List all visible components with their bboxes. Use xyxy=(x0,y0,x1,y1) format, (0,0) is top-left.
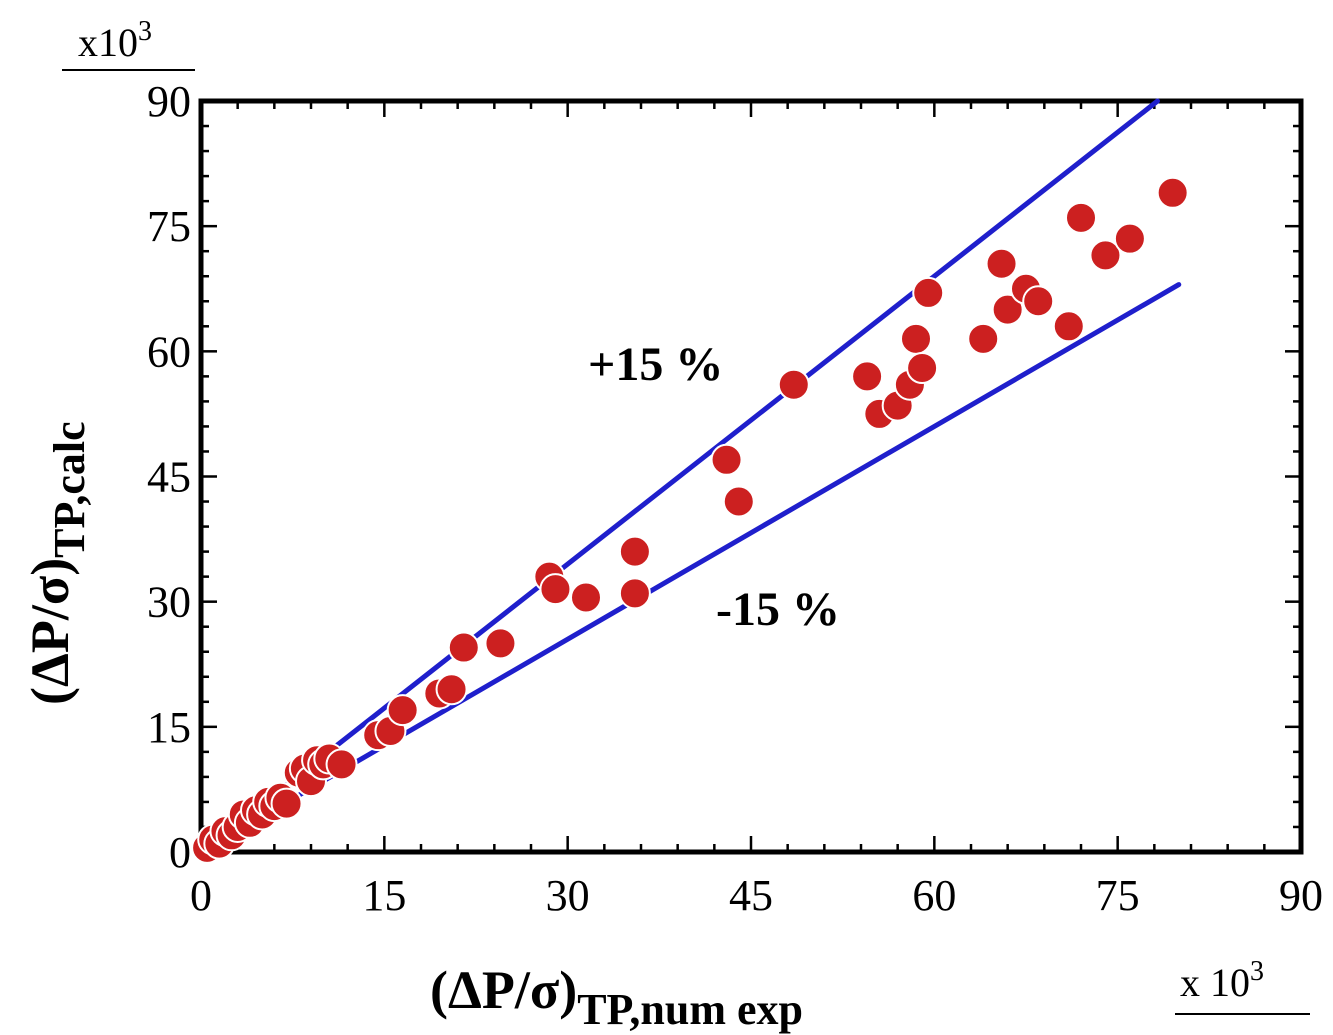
y-tick-label: 45 xyxy=(147,453,191,502)
data-point xyxy=(484,627,517,660)
data-point xyxy=(1052,310,1085,343)
y-tick-label: 75 xyxy=(147,202,191,251)
data-point xyxy=(967,322,1000,355)
data-point xyxy=(985,247,1018,280)
plus-15-line xyxy=(198,98,1161,855)
data-point xyxy=(1156,176,1189,209)
x-tick-label: 30 xyxy=(546,871,590,920)
data-point xyxy=(1065,201,1097,234)
data-point xyxy=(618,577,651,610)
y-tick-label: 0 xyxy=(169,828,191,877)
x-tick-label: 90 xyxy=(1279,871,1323,920)
y-tick-label: 60 xyxy=(147,327,191,376)
data-point xyxy=(1022,285,1055,318)
axis-ticks xyxy=(201,101,1301,852)
data-point xyxy=(618,535,651,568)
x-tick-label: 75 xyxy=(1096,871,1140,920)
data-point xyxy=(722,485,755,518)
data-point xyxy=(991,293,1024,326)
data-point xyxy=(906,352,939,385)
data-point xyxy=(325,748,358,781)
data-point xyxy=(386,694,419,727)
data-point xyxy=(539,573,572,606)
y-multiplier-label: x103 xyxy=(78,16,152,65)
data-point xyxy=(900,322,932,355)
axis-tick-labels: 0 15 30 45 60 75 90 0 15 30 45 60 75 90 xyxy=(147,77,1323,920)
data-point xyxy=(710,443,743,476)
x-tick-label: 15 xyxy=(362,871,406,920)
minus-15-label: -15 % xyxy=(716,583,840,636)
reference-lines xyxy=(198,98,1182,855)
data-point xyxy=(1113,222,1146,255)
data-points xyxy=(191,176,1189,864)
x-tick-label: 60 xyxy=(912,871,956,920)
y-tick-label: 90 xyxy=(147,77,191,126)
data-point xyxy=(570,581,602,614)
y-tick-label: 30 xyxy=(147,578,191,627)
data-point xyxy=(777,368,810,401)
x-tick-label: 0 xyxy=(190,871,212,920)
x-axis-title: (ΔP/σ)TP,num exp xyxy=(430,960,803,1034)
data-point xyxy=(270,787,303,820)
y-multiplier: x103 xyxy=(62,16,195,71)
data-point xyxy=(1089,239,1122,272)
plus-15-label: +15 % xyxy=(588,338,723,391)
x-tick-label: 45 xyxy=(729,871,773,920)
minus-15-line xyxy=(198,282,1182,855)
data-point xyxy=(912,276,945,309)
y-axis-title: (ΔP/σ)TP,calc xyxy=(20,421,94,705)
y-tick-label: 15 xyxy=(147,703,191,752)
data-point xyxy=(435,673,468,706)
x-multiplier-label: x 103 xyxy=(1180,956,1264,1005)
data-point xyxy=(851,360,884,393)
x-multiplier: x 103 xyxy=(1175,956,1310,1015)
data-point xyxy=(447,631,480,664)
